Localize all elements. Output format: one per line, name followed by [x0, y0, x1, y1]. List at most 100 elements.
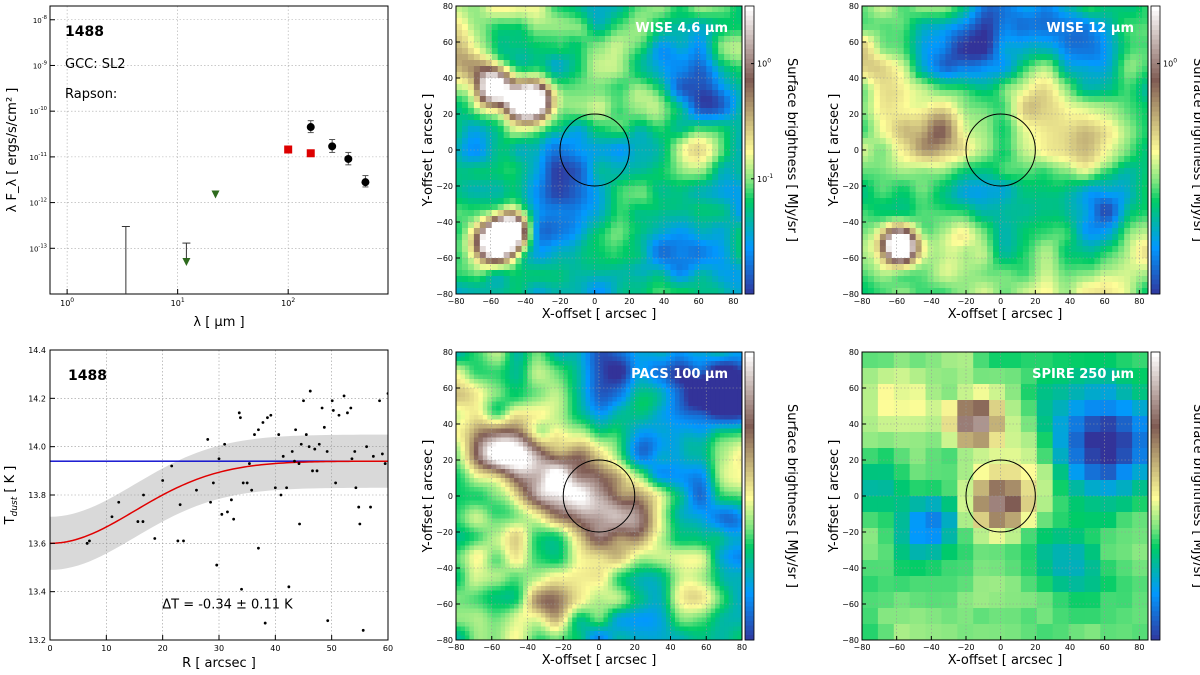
map-pixel	[1046, 66, 1054, 73]
map-pixel	[1094, 270, 1101, 277]
map-pixel	[587, 18, 594, 25]
map-pixel	[485, 150, 493, 157]
map-pixel	[527, 288, 535, 294]
map-pixel	[569, 150, 576, 157]
map-pixel	[915, 228, 923, 235]
map-pixel	[945, 240, 952, 247]
map-pixel	[557, 30, 564, 37]
map-pixel	[1124, 162, 1131, 169]
map-pixel	[640, 252, 648, 259]
map-pixel	[1100, 216, 1107, 223]
map-pixel	[1046, 60, 1054, 67]
map-pixel	[599, 90, 606, 97]
map-pixel	[610, 78, 618, 85]
map-pixel	[1052, 168, 1060, 175]
map-pixel	[1124, 270, 1131, 277]
map-pixel	[1076, 60, 1084, 67]
map-pixel	[461, 276, 469, 283]
map-pixel	[915, 150, 923, 157]
map-pixel	[551, 102, 558, 109]
map-pixel	[479, 210, 487, 217]
map-pixel	[646, 84, 654, 91]
map-pixel	[688, 36, 695, 43]
map-pixel	[1040, 252, 1048, 259]
map-pixel	[539, 66, 546, 73]
map-pixel	[1022, 6, 1030, 13]
map-pixel	[975, 150, 982, 157]
map-pixel	[593, 276, 600, 283]
map-pixel	[993, 84, 1000, 91]
map-pixel	[1130, 42, 1137, 49]
map-pixel	[521, 198, 529, 205]
map-pixel	[1130, 276, 1137, 283]
map-pixel	[1058, 270, 1066, 277]
map-pixel	[634, 102, 642, 109]
map-pixel	[628, 186, 636, 193]
map-pixel	[1082, 90, 1090, 97]
map-pixel	[939, 60, 947, 67]
map-pixel	[987, 90, 994, 97]
map-pixel	[700, 30, 707, 37]
map-pixel	[515, 222, 523, 229]
map-pixel	[879, 198, 887, 205]
map-pixel	[569, 114, 576, 121]
map-pixel	[915, 90, 923, 97]
map-pixel	[676, 96, 684, 103]
map-pixel	[885, 174, 893, 181]
map-pixel	[622, 282, 630, 289]
map-pixel	[981, 246, 988, 253]
map-pixel	[485, 54, 493, 61]
map-pixel	[1136, 132, 1143, 139]
map-pixel	[670, 96, 678, 103]
map-pixel	[688, 30, 695, 37]
map-pixel	[599, 6, 606, 13]
map-pixel	[628, 42, 636, 49]
map-pixel	[581, 216, 588, 223]
map-pixel	[724, 156, 731, 163]
map-pixel	[587, 66, 594, 73]
map-pixel	[909, 264, 917, 271]
map-pixel	[622, 216, 630, 223]
map-pixel	[503, 84, 511, 91]
map-pixel	[628, 102, 636, 109]
map-pixel	[957, 48, 964, 55]
map-pixel	[1028, 18, 1036, 25]
map-pixel	[509, 174, 517, 181]
colorbar-segment	[745, 92, 754, 98]
map-pixel	[1100, 84, 1107, 91]
map-pixel	[921, 282, 929, 289]
map-pixel	[557, 72, 564, 79]
map-pixel	[921, 48, 929, 55]
map-pixel	[718, 198, 725, 205]
map-pixel	[599, 228, 606, 235]
map-pixel	[515, 132, 523, 139]
map-pixel	[1022, 156, 1030, 163]
map-pixel	[593, 78, 600, 85]
map-pixel	[456, 114, 463, 121]
map-pixel	[1034, 114, 1042, 121]
map-pixel	[658, 204, 666, 211]
map-pixel	[862, 222, 869, 229]
map-pixel	[1070, 246, 1078, 253]
map-pixel	[1082, 258, 1090, 265]
map-pixel	[862, 192, 869, 199]
map-pixel	[730, 198, 737, 205]
map-pixel	[951, 102, 958, 109]
map-pixel	[909, 84, 917, 91]
map-pixel	[569, 162, 576, 169]
map-pixel	[712, 66, 719, 73]
map-pixel	[718, 12, 725, 19]
map-pixel	[963, 78, 970, 85]
map-pixel	[862, 54, 869, 61]
map-pixel	[658, 60, 666, 67]
map-pixel	[1022, 42, 1030, 49]
map-pixel	[933, 42, 941, 49]
map-pixel	[479, 114, 487, 121]
map-pixel	[533, 18, 541, 25]
map-pixel	[1040, 264, 1048, 271]
map-pixel	[903, 258, 911, 265]
aperture-circle	[559, 113, 630, 187]
map-pixel	[718, 60, 725, 67]
map-pixel	[473, 276, 481, 283]
map-pixel	[1088, 174, 1095, 181]
